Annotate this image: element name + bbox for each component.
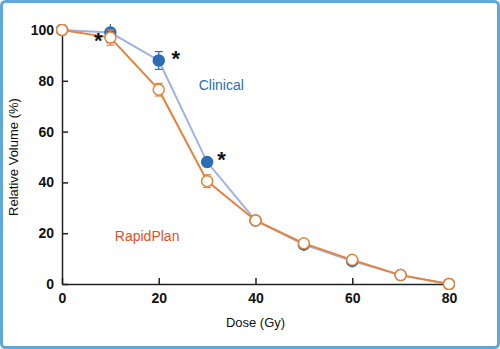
y-tick: 20 (38, 225, 68, 241)
x-tick: 40 (248, 278, 264, 306)
x-tick: 20 (151, 278, 167, 306)
error-bar-cap (106, 45, 114, 46)
series-line (62, 30, 449, 284)
y-tick-label: 60 (38, 124, 54, 140)
series-line (62, 30, 449, 284)
plot-area (57, 24, 455, 289)
y-tick: 100 (31, 22, 68, 38)
y-axis-line (62, 31, 64, 285)
x-axis: 0 20 40 60 80 (59, 278, 458, 306)
y-tick-label: 80 (38, 73, 54, 89)
marker (250, 215, 261, 226)
y-tick: 0 (46, 276, 68, 292)
y-tick-label: 100 (31, 22, 55, 38)
error-bar-cap (106, 29, 114, 30)
x-tick-label: 20 (151, 290, 167, 306)
y-tick-mark (62, 284, 68, 286)
marker (250, 215, 261, 226)
annotation: * (171, 46, 180, 71)
y-tick-label: 20 (38, 225, 54, 241)
x-tick-mark (159, 278, 161, 284)
marker (202, 157, 213, 168)
marker (57, 25, 68, 36)
y-tick-label: 40 (38, 174, 54, 190)
x-tick-label: 40 (248, 290, 264, 306)
y-axis-title: Relative Volume (%) (6, 98, 21, 216)
y-tick: 80 (38, 73, 68, 89)
x-tick-label: 80 (442, 290, 458, 306)
x-axis-title: Dose (Gy) (226, 315, 285, 330)
x-tick: 80 (442, 278, 458, 306)
chart: 0 20 40 60 80 0 20 40 60 80 100 Dose (Gy) Relative V… (0, 0, 500, 349)
border (2, 2, 499, 348)
annotation: * (217, 147, 226, 172)
y-tick-label: 0 (46, 276, 54, 292)
x-tick-label: 60 (345, 290, 361, 306)
marker (347, 254, 358, 265)
x-tick-mark (352, 278, 354, 284)
y-tick: 40 (38, 174, 68, 190)
y-tick-mark (62, 233, 68, 235)
series-label: RapidPlan (115, 228, 180, 244)
error-bar-cap (155, 51, 163, 52)
series-label: Clinical (199, 77, 244, 93)
marker (444, 279, 455, 290)
x-tick: 60 (345, 278, 361, 306)
y-tick-mark (62, 81, 68, 83)
y-axis: 0 20 40 60 80 100 (31, 22, 68, 292)
marker (444, 279, 455, 290)
marker (153, 55, 164, 66)
error-bar-cap (155, 69, 163, 70)
x-tick-label: 0 (59, 290, 67, 306)
marker (105, 32, 116, 43)
marker (202, 176, 213, 187)
marker (298, 238, 309, 249)
x-tick-mark (255, 278, 257, 284)
y-tick-mark (62, 182, 68, 184)
marker (57, 25, 68, 36)
annotation: * (94, 28, 103, 53)
y-tick-mark (62, 131, 68, 133)
marker (395, 270, 406, 281)
marker (395, 270, 406, 281)
marker (153, 84, 164, 95)
y-tick: 60 (38, 124, 68, 140)
